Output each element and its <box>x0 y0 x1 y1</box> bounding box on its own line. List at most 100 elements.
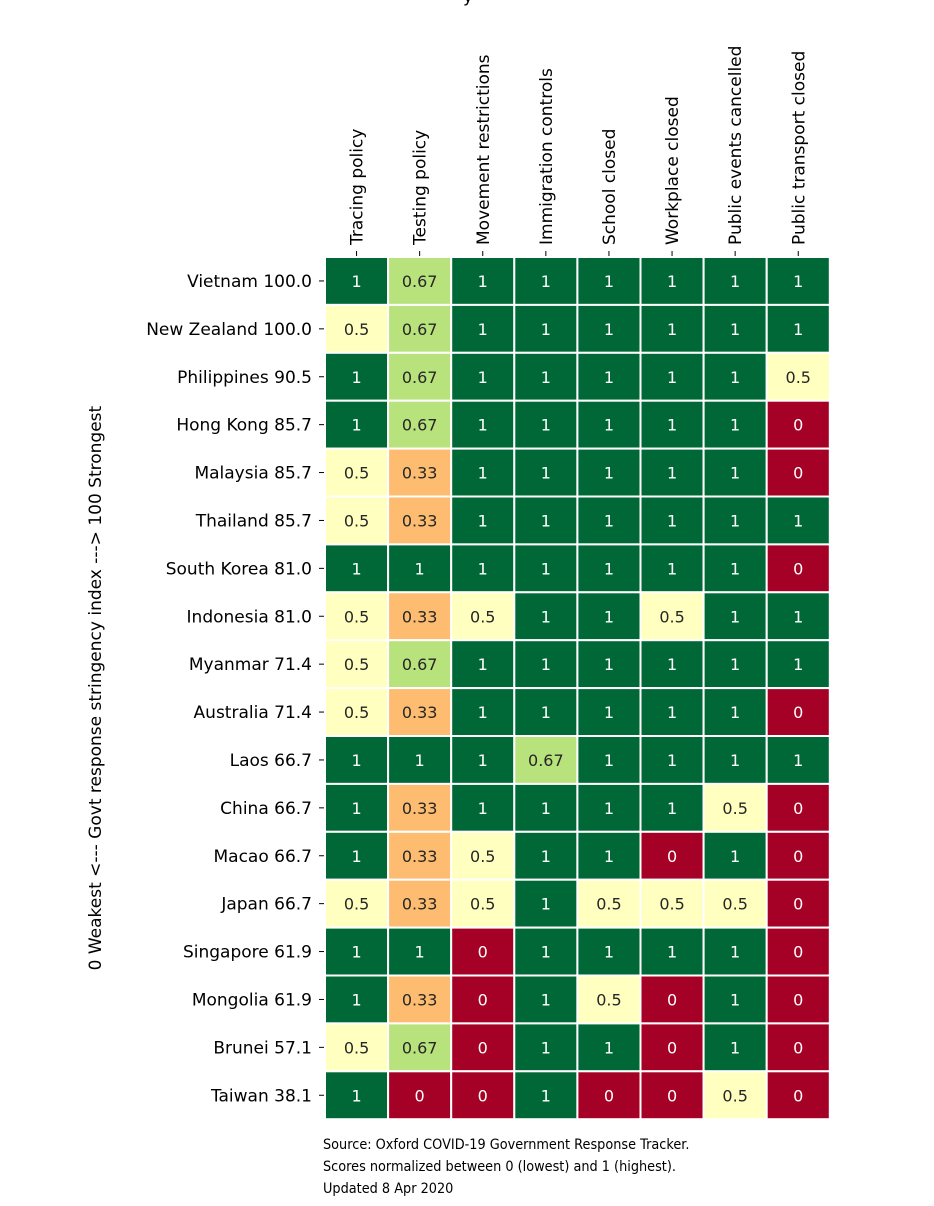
cell-value-label: 0.5 <box>344 607 369 626</box>
cell-value-label: 1 <box>730 464 740 483</box>
heatmap-cell <box>639 974 705 1025</box>
y-axis-label-group: 0 Weakest <--- Govt response stringency … <box>86 405 106 970</box>
cell-value-label: 0.33 <box>402 703 438 722</box>
cell-value-label: 0.5 <box>659 895 684 914</box>
heatmap-cell <box>765 830 831 881</box>
cell-value-label: 1 <box>478 511 488 530</box>
cell-value-label: 1 <box>351 1086 361 1105</box>
cell-value-label: 1 <box>604 416 614 435</box>
cell-value-label: 0 <box>667 990 677 1009</box>
heatmap-cell <box>387 974 453 1025</box>
cell-value-label: 1 <box>541 799 551 818</box>
cell-value-label: 1 <box>667 511 677 530</box>
chart-title: y <box>463 0 473 7</box>
cell-value-label: 1 <box>604 368 614 387</box>
cell-value-label: 1 <box>730 1038 740 1057</box>
heatmap-cell <box>513 687 579 737</box>
heatmap-cell <box>702 447 768 498</box>
cell-value-label: 1 <box>541 895 551 914</box>
column-label: Tracing policy <box>348 129 368 246</box>
y-axis-label: 0 Weakest <--- Govt response stringency … <box>86 405 106 970</box>
cell-value-label: 1 <box>730 416 740 435</box>
row-label: Laos 66.7 <box>230 751 312 771</box>
heatmap-cell <box>576 303 642 354</box>
cell-value-label: 1 <box>478 703 488 722</box>
cell-value-label: 1 <box>541 703 551 722</box>
heatmap-cell <box>765 639 831 690</box>
heatmap-cell <box>450 782 516 833</box>
heatmap-cell <box>639 256 705 306</box>
row-labels: Vietnam 100.0 New Zealand 100.0 Philippine… <box>146 272 325 1106</box>
cell-value-label: 1 <box>478 751 488 770</box>
source-note-line-3: Updated 8 Apr 2020 <box>323 1181 454 1197</box>
cell-value-label: 0.67 <box>402 368 438 387</box>
heatmap-cell <box>450 735 516 785</box>
heatmap-cell <box>387 735 453 785</box>
heatmap-cell <box>702 687 768 737</box>
heatmap-cell <box>639 399 705 450</box>
heatmap-cell <box>513 447 579 498</box>
heatmap-cell <box>513 926 579 977</box>
cell-value-label: 0 <box>478 943 488 962</box>
cell-value-label: 0.5 <box>344 1038 369 1057</box>
cell-value-label: 0.5 <box>344 703 369 722</box>
cell-value-label: 1 <box>415 943 425 962</box>
chart-title-group: y <box>463 0 473 7</box>
cell-value-label: 1 <box>415 559 425 578</box>
heatmap-cell <box>576 543 642 594</box>
column-label: Public transport closed <box>789 51 809 245</box>
cell-value-label: 0 <box>667 847 677 866</box>
cell-value-label: 0.5 <box>344 511 369 530</box>
cell-value-label: 1 <box>730 943 740 962</box>
cell-value-label: 1 <box>604 511 614 530</box>
heatmap-cell <box>450 926 516 977</box>
cell-value-label: 0 <box>478 1086 488 1105</box>
cell-value-label: 1 <box>667 943 677 962</box>
cell-value-label: 1 <box>351 847 361 866</box>
cell-value-label: 1 <box>667 416 677 435</box>
cell-value-label: 0 <box>793 464 803 483</box>
row-label: Mongolia 61.9 <box>192 990 312 1010</box>
heatmap-cell <box>765 303 831 354</box>
cell-value-label: 1 <box>604 703 614 722</box>
source-note: Source: Oxford COVID-19 Government Respo… <box>323 1134 838 1200</box>
heatmap-cell <box>702 351 768 402</box>
cell-value-label: 1 <box>667 272 677 291</box>
heatmap-cell <box>324 735 390 785</box>
cell-value-label: 0 <box>793 943 803 962</box>
heatmap-cell <box>576 735 642 785</box>
cell-value-label: 1 <box>541 1086 551 1105</box>
cell-value-label: 1 <box>730 272 740 291</box>
heatmap-cells: 1 0.67 1 1 1 1 1 1 0.5 0.67 1 1 1 1 1 1 1 0.67 1 1 1 1 1 0.5 1 0.… <box>324 256 831 1121</box>
cell-value-label: 1 <box>541 368 551 387</box>
heatmap-cell <box>324 351 390 402</box>
cell-value-label: 1 <box>415 751 425 770</box>
heatmap-cell <box>576 1022 642 1073</box>
heatmap-cell <box>324 1070 390 1121</box>
cell-value-label: 1 <box>730 990 740 1009</box>
cell-value-label: 1 <box>541 272 551 291</box>
cell-value-label: 1 <box>541 990 551 1009</box>
cell-value-label: 1 <box>478 799 488 818</box>
cell-value-label: 1 <box>351 368 361 387</box>
cell-value-label: 0.5 <box>722 1086 747 1105</box>
heatmap-cell <box>387 591 453 642</box>
cell-value-label: 1 <box>730 511 740 530</box>
column-label: Immigration controls <box>537 68 557 245</box>
heatmap-cell <box>387 543 453 594</box>
cell-value-label: 0.5 <box>596 990 621 1009</box>
cell-value-label: 1 <box>604 464 614 483</box>
cell-value-label: 0.5 <box>470 607 495 626</box>
cell-value-label: 1 <box>351 799 361 818</box>
heatmap-cell <box>639 591 705 642</box>
source-note-line-1: Source: Oxford COVID-19 Government Respo… <box>323 1137 690 1153</box>
cell-value-label: 0.33 <box>402 799 438 818</box>
cell-value-label: 1 <box>793 655 803 674</box>
cell-value-label: 1 <box>604 1038 614 1057</box>
row-label: Brunei 57.1 <box>213 1038 312 1058</box>
heatmap-cell <box>765 256 831 306</box>
heatmap-cell <box>513 591 579 642</box>
heatmap-cell <box>450 1070 516 1121</box>
cell-value-label: 1 <box>667 751 677 770</box>
heatmap-cell <box>324 687 390 737</box>
